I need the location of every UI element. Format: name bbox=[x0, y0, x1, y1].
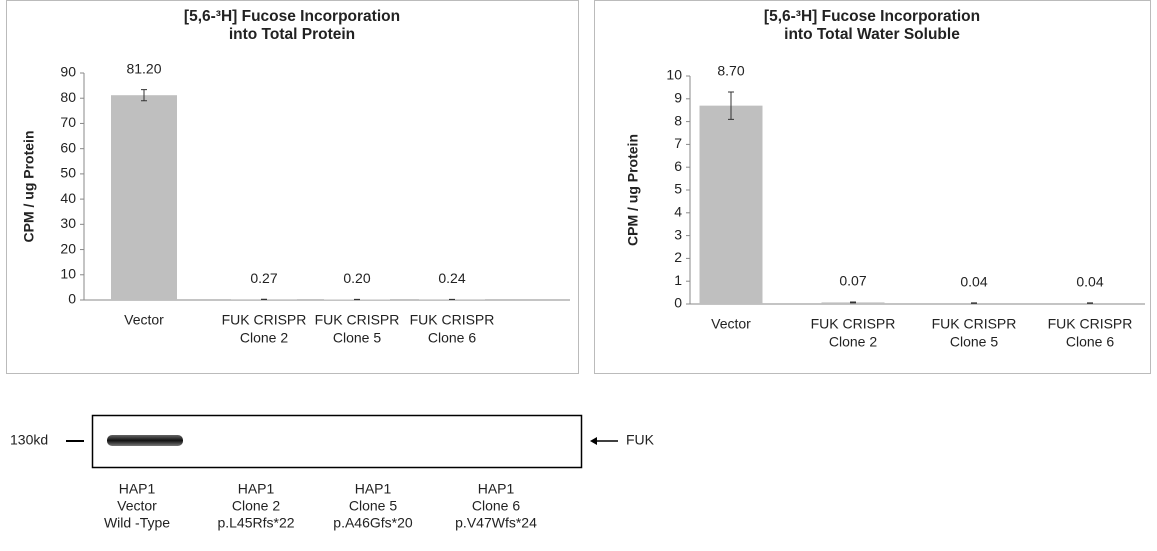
y-axis-label: CPM / ug Protein bbox=[21, 131, 37, 243]
y-tick-label: 20 bbox=[60, 240, 76, 256]
y-tick-label: 80 bbox=[60, 89, 76, 105]
chart-title: [5,6-³H] Fucose Incorporation bbox=[764, 8, 980, 25]
x-tick-label: Vector bbox=[711, 316, 751, 332]
bar bbox=[700, 106, 763, 304]
y-tick-label: 7 bbox=[674, 135, 682, 151]
y-tick-label: 30 bbox=[60, 215, 76, 231]
figure: 130kd FUK [5,6-³H] Fucose Incorporationi… bbox=[0, 0, 1157, 546]
value-label: 0.24 bbox=[438, 270, 465, 286]
bar bbox=[111, 95, 177, 300]
lane-label: Wild -Type bbox=[104, 515, 170, 531]
arrow-head bbox=[590, 437, 597, 445]
x-tick-label: FUK CRISPR bbox=[932, 316, 1017, 332]
lane-label: Clone 5 bbox=[349, 498, 397, 514]
x-tick-label: FUK CRISPR bbox=[1048, 316, 1133, 332]
value-label: 0.07 bbox=[839, 273, 866, 289]
y-tick-label: 9 bbox=[674, 90, 682, 106]
y-tick-label: 4 bbox=[674, 204, 682, 220]
protein-label: FUK bbox=[626, 432, 655, 448]
y-tick-label: 10 bbox=[60, 265, 76, 281]
y-axis-label: CPM / ug Protein bbox=[625, 134, 641, 246]
y-tick-label: 1 bbox=[674, 272, 682, 288]
y-tick-label: 2 bbox=[674, 249, 682, 265]
value-label: 8.70 bbox=[717, 63, 744, 79]
x-tick-label: FUK CRISPR bbox=[410, 312, 495, 328]
page: {"chart_data": [ {"type": "bar", "title"… bbox=[0, 0, 1157, 546]
error-bar bbox=[850, 302, 856, 303]
x-tick-label: Clone 5 bbox=[950, 334, 998, 350]
y-tick-label: 70 bbox=[60, 114, 76, 130]
lane-label: HAP1 bbox=[355, 481, 392, 497]
lane-label: HAP1 bbox=[478, 481, 515, 497]
value-label: 0.04 bbox=[960, 274, 987, 290]
y-tick-label: 6 bbox=[674, 158, 682, 174]
y-tick-label: 50 bbox=[60, 165, 76, 181]
y-tick-label: 0 bbox=[68, 291, 76, 307]
chart-title: into Total Water Soluble bbox=[784, 26, 960, 43]
x-tick-label: Clone 6 bbox=[428, 330, 476, 346]
chart-title: [5,6-³H] Fucose Incorporation bbox=[184, 8, 400, 25]
lane-label: HAP1 bbox=[119, 481, 156, 497]
y-tick-label: 40 bbox=[60, 190, 76, 206]
y-tick-label: 8 bbox=[674, 112, 682, 128]
x-tick-label: Clone 5 bbox=[333, 330, 381, 346]
y-tick-label: 0 bbox=[674, 295, 682, 311]
y-tick-label: 3 bbox=[674, 226, 682, 242]
x-tick-label: FUK CRISPR bbox=[315, 312, 400, 328]
lane-label: p.A46Gfs*20 bbox=[333, 515, 413, 531]
x-tick-label: Clone 6 bbox=[1066, 334, 1114, 350]
value-label: 0.20 bbox=[343, 270, 370, 286]
marker-label: 130kd bbox=[10, 432, 48, 448]
x-tick-label: FUK CRISPR bbox=[811, 316, 896, 332]
lane-label: Clone 6 bbox=[472, 498, 520, 514]
x-tick-label: Clone 2 bbox=[829, 334, 877, 350]
y-tick-label: 90 bbox=[60, 64, 76, 80]
y-tick-label: 5 bbox=[674, 181, 682, 197]
value-label: 81.20 bbox=[126, 60, 161, 76]
lane-label: Vector bbox=[117, 498, 157, 514]
blot-band bbox=[107, 435, 183, 446]
x-tick-label: Clone 2 bbox=[240, 330, 288, 346]
lane-label: HAP1 bbox=[238, 481, 275, 497]
value-label: 0.27 bbox=[250, 270, 277, 286]
chart-title: into Total Protein bbox=[229, 26, 355, 43]
value-label: 0.04 bbox=[1076, 274, 1103, 290]
lane-label: Clone 2 bbox=[232, 498, 280, 514]
lane-label: p.V47Wfs*24 bbox=[455, 515, 537, 531]
y-tick-label: 60 bbox=[60, 139, 76, 155]
y-tick-label: 10 bbox=[666, 67, 682, 83]
x-tick-label: FUK CRISPR bbox=[222, 312, 307, 328]
lane-label: p.L45Rfs*22 bbox=[217, 515, 294, 531]
x-tick-label: Vector bbox=[124, 312, 164, 328]
